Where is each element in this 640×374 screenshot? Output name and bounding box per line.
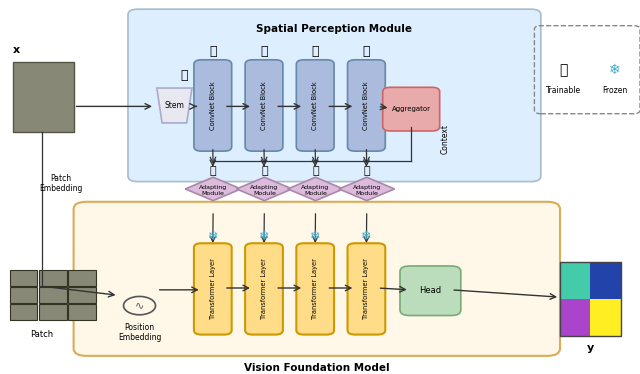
Text: ❄: ❄	[361, 230, 372, 243]
FancyBboxPatch shape	[74, 202, 560, 356]
Text: 🔥: 🔥	[209, 45, 216, 58]
Polygon shape	[237, 177, 292, 200]
Text: ∿: ∿	[135, 301, 144, 311]
FancyBboxPatch shape	[296, 60, 334, 151]
Text: 🔥: 🔥	[559, 63, 568, 77]
FancyBboxPatch shape	[245, 243, 283, 335]
FancyBboxPatch shape	[348, 60, 385, 151]
FancyBboxPatch shape	[13, 62, 74, 132]
Text: Adapting
Module: Adapting Module	[250, 186, 278, 196]
Bar	[560, 262, 590, 299]
Bar	[39, 270, 67, 286]
Text: Frozen: Frozen	[602, 86, 627, 95]
FancyBboxPatch shape	[194, 60, 232, 151]
Bar	[68, 304, 96, 320]
Bar	[39, 304, 67, 320]
Text: ❄: ❄	[207, 230, 218, 243]
Text: 🔥: 🔥	[312, 166, 319, 176]
Text: 🔥: 🔥	[261, 166, 268, 176]
Text: Transformer Layer: Transformer Layer	[312, 258, 318, 319]
Text: 🔥: 🔥	[312, 45, 319, 58]
Text: 🔥: 🔥	[260, 45, 268, 58]
Text: Adapting
Module: Adapting Module	[353, 186, 381, 196]
Polygon shape	[157, 88, 192, 123]
Text: ConvNet Block: ConvNet Block	[261, 81, 267, 130]
Bar	[10, 287, 37, 303]
FancyBboxPatch shape	[296, 243, 334, 335]
FancyBboxPatch shape	[128, 9, 541, 182]
Text: Adapting
Module: Adapting Module	[199, 186, 227, 196]
Bar	[68, 270, 96, 286]
Text: 🔥: 🔥	[363, 45, 370, 58]
Text: x: x	[13, 45, 20, 55]
FancyBboxPatch shape	[383, 87, 440, 131]
FancyBboxPatch shape	[348, 243, 385, 335]
Text: Transformer Layer: Transformer Layer	[364, 258, 369, 319]
Text: Position
Embedding: Position Embedding	[118, 323, 161, 342]
Text: 🔥: 🔥	[180, 69, 188, 82]
Text: Stem: Stem	[164, 101, 184, 110]
Polygon shape	[288, 177, 344, 200]
Text: y: y	[587, 343, 594, 353]
Text: ConvNet Block: ConvNet Block	[364, 81, 369, 130]
FancyBboxPatch shape	[194, 243, 232, 335]
Text: Patch: Patch	[30, 330, 53, 339]
Bar	[560, 262, 621, 336]
Text: 🔥: 🔥	[210, 166, 216, 176]
Text: ❄: ❄	[259, 230, 269, 243]
FancyBboxPatch shape	[245, 60, 283, 151]
Text: Adapting
Module: Adapting Module	[301, 186, 330, 196]
Bar	[39, 287, 67, 303]
Text: Vision Foundation Model: Vision Foundation Model	[244, 363, 390, 373]
Text: ConvNet Block: ConvNet Block	[210, 81, 216, 130]
Text: Transformer Layer: Transformer Layer	[210, 258, 216, 319]
Text: Patch
Embedding: Patch Embedding	[39, 174, 83, 193]
Bar	[68, 287, 96, 303]
Text: Context: Context	[440, 125, 449, 154]
Polygon shape	[186, 177, 241, 200]
Text: Aggregator: Aggregator	[392, 106, 431, 112]
FancyBboxPatch shape	[400, 266, 461, 316]
Bar	[10, 270, 37, 286]
Text: ❄: ❄	[609, 63, 620, 77]
Text: 🔥: 🔥	[364, 166, 370, 176]
Bar	[560, 299, 590, 336]
Bar	[590, 262, 621, 299]
Text: Head: Head	[419, 286, 442, 295]
Bar	[590, 299, 621, 336]
Text: Trainable: Trainable	[546, 86, 580, 95]
Text: Transformer Layer: Transformer Layer	[261, 258, 267, 319]
Bar	[10, 304, 37, 320]
Text: ConvNet Block: ConvNet Block	[312, 81, 318, 130]
Text: Spatial Perception Module: Spatial Perception Module	[257, 24, 412, 34]
Text: ❄: ❄	[310, 230, 321, 243]
Polygon shape	[339, 177, 394, 200]
